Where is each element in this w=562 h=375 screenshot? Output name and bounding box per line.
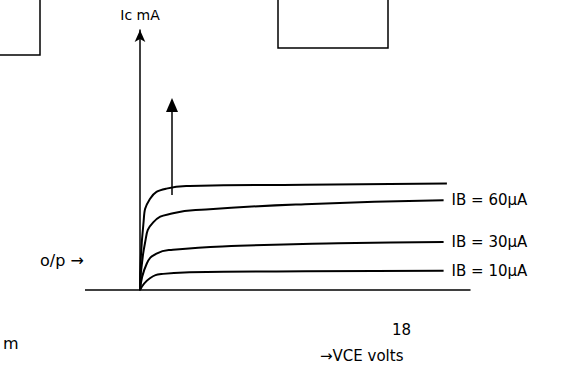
svg-text:→VCE volts: →VCE volts <box>320 347 404 365</box>
svg-text:IB = 10µA: IB = 10µA <box>452 262 528 280</box>
svg-text:o/p →: o/p → <box>40 251 84 270</box>
svg-text:18: 18 <box>392 321 411 339</box>
svg-text:IB = 60µA: IB = 60µA <box>452 191 528 209</box>
svg-text:m: m <box>3 334 19 353</box>
svg-text:Ic mA: Ic mA <box>120 7 160 23</box>
svg-text:IB = 30µA: IB = 30µA <box>452 233 528 251</box>
